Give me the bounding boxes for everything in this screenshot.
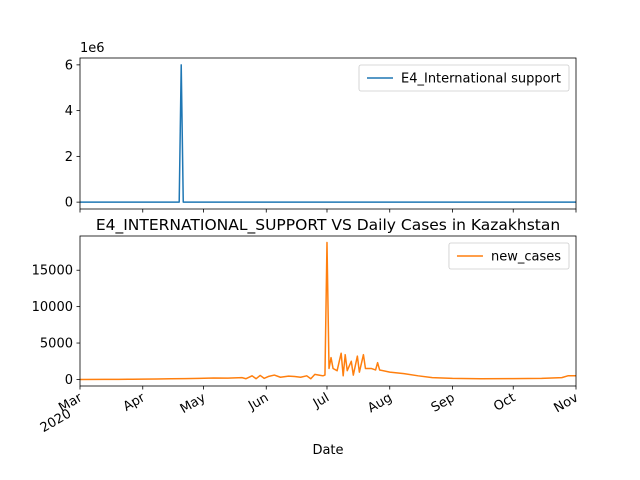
y-tick-label: 10000 — [32, 300, 73, 315]
top-legend: E4_International support — [358, 64, 570, 92]
series-line — [79, 241, 576, 381]
bottom-axes-frame — [79, 235, 577, 387]
y-tick-label: 5000 — [40, 337, 73, 352]
chart-top: 0 2 4 6 1e6 E4_International support — [65, 41, 577, 213]
y-tick-label: 0 — [65, 373, 73, 388]
bottom-series-layer — [79, 241, 576, 381]
top-axes-frame — [79, 57, 577, 210]
top-y-offset-label: 1e6 — [80, 41, 105, 56]
y-tick-label: 2 — [65, 150, 73, 165]
y-tick-label: 6 — [65, 58, 73, 73]
y-tick-label: 0 — [65, 196, 73, 211]
top-series-layer — [80, 64, 576, 203]
series-line — [80, 64, 576, 203]
y-tick-label: 15000 — [32, 264, 73, 279]
bottom-legend: new_cases — [448, 242, 570, 270]
top-ticks: 0 2 4 6 — [65, 58, 577, 213]
top-legend-label: E4_International support — [401, 72, 561, 87]
bottom-x-axis-label: Date — [312, 443, 343, 458]
x-tick-label: Jul — [310, 390, 332, 411]
bottom-legend-box — [448, 242, 570, 270]
bottom-chart-title: E4_INTERNATIONAL_SUPPORT VS Daily Cases … — [96, 216, 560, 235]
bottom-legend-label: new_cases — [491, 250, 561, 265]
top-legend-box — [358, 64, 570, 92]
y-tick-label: 4 — [65, 104, 73, 119]
